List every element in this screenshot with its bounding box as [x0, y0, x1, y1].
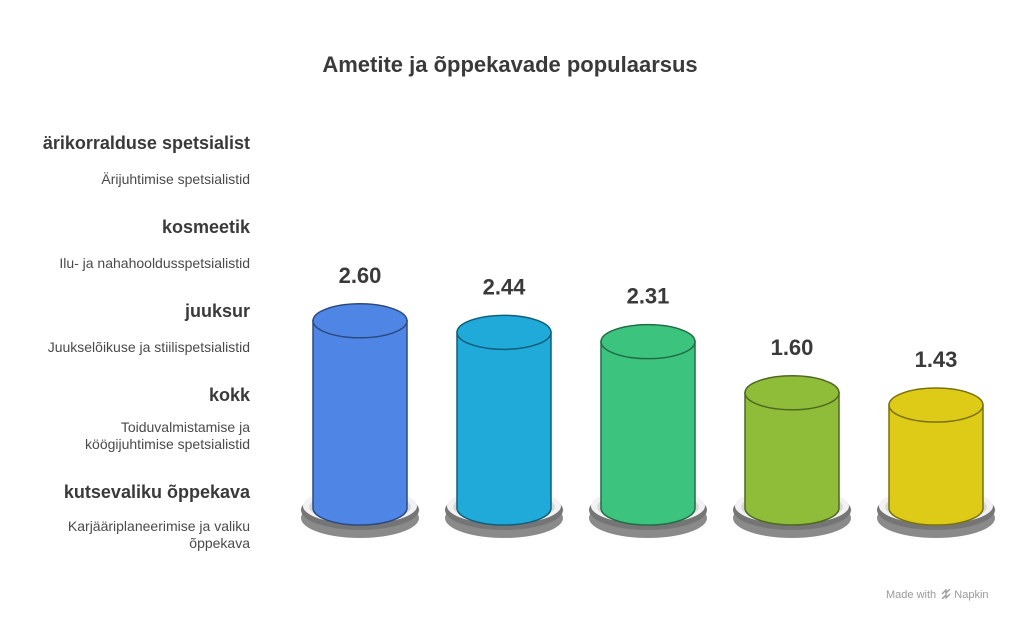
legend-name-2: juuksur — [184, 301, 250, 321]
value-label-4: 1.43 — [915, 347, 958, 372]
napkin-logo-icon — [941, 589, 951, 599]
bar-top-4 — [888, 387, 984, 423]
made-with-label: Made with — [886, 589, 937, 601]
bar-body-4 — [888, 404, 984, 526]
bar-top-3 — [744, 375, 840, 411]
bar-top-2 — [600, 323, 696, 360]
bar-body-2 — [600, 340, 696, 526]
footer-credit: Made with Napkin — [886, 589, 989, 601]
legend-desc-1: Ilu- ja nahahooldusspetsialistid — [59, 255, 250, 271]
legend-name-1: kosmeetik — [161, 217, 250, 237]
legend-desc-2: Juukselõikuse ja stiilispetsialistid — [47, 339, 250, 355]
legend-desc-4: Karjääriplaneerimise ja valiku õppekava — [67, 518, 250, 551]
bar-body-3 — [744, 392, 840, 526]
value-label-0: 2.60 — [339, 263, 382, 288]
napkin-brand-label: Napkin — [954, 589, 989, 601]
bar-body-0 — [312, 320, 408, 526]
value-label-2: 2.31 — [627, 284, 670, 309]
legend-desc-0: Ärijuhtimise spetsialistid — [101, 171, 250, 187]
bar-top-0 — [312, 303, 408, 339]
legend-name-4: kutsevaliku õppekava — [63, 482, 250, 502]
bar-top-1 — [456, 314, 552, 351]
value-label-1: 2.44 — [483, 274, 527, 299]
chart-title: Ametite ja õppekavade populaarsus — [322, 52, 698, 77]
legend-desc-3: Toiduvalmistamise ja köögijuhtimise spet… — [85, 419, 250, 452]
bar-body-1 — [456, 331, 552, 526]
value-label-3: 1.60 — [771, 335, 814, 360]
legend-name-0: ärikorralduse spetsialist — [42, 133, 250, 153]
legend-name-3: kokk — [208, 385, 250, 405]
